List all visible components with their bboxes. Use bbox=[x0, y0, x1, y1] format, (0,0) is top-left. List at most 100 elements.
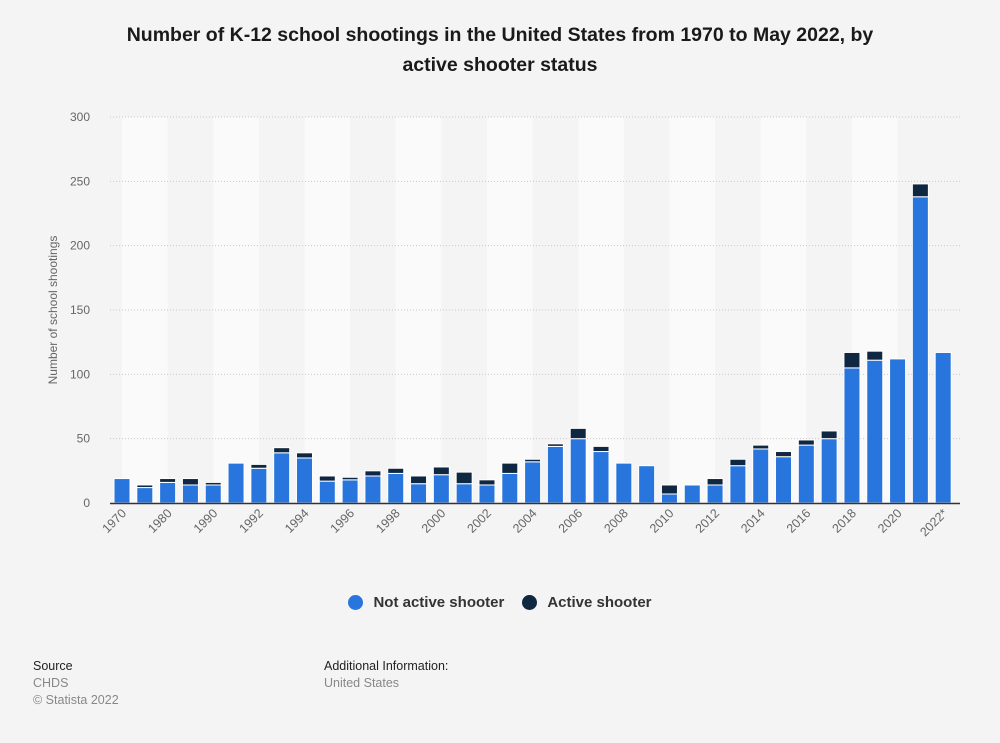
x-axis-ticks: 1970 1980 1990 1992 1994 1996 1998 2000 2002 2004… bbox=[100, 506, 951, 539]
bar-active-shooter bbox=[660, 484, 678, 495]
legend-item-not-active-shooter[interactable]: Not active shooter bbox=[348, 594, 504, 611]
bar-active-shooter bbox=[592, 445, 610, 453]
additional-info-value: United States bbox=[324, 676, 400, 690]
bar-not-active-shooter bbox=[615, 462, 633, 504]
legend-label: Active shooter bbox=[547, 594, 652, 611]
bar-active-shooter bbox=[911, 183, 929, 198]
bar-active-shooter bbox=[159, 478, 177, 483]
bar-active-shooter bbox=[478, 479, 496, 486]
bar-not-active-shooter bbox=[729, 465, 747, 504]
source-name: CHDS bbox=[33, 676, 69, 690]
x-tick-label: 1980 bbox=[145, 506, 175, 536]
legend-item-active-shooter[interactable]: Active shooter bbox=[522, 594, 652, 611]
y-axis-title: Number of school shootings bbox=[46, 236, 60, 385]
bars bbox=[113, 183, 952, 504]
x-tick-label: 2016 bbox=[784, 506, 814, 536]
x-tick-label: 2018 bbox=[830, 506, 860, 536]
bar-active-shooter bbox=[752, 444, 770, 450]
bar-active-shooter bbox=[341, 476, 359, 481]
bar-active-shooter bbox=[410, 475, 428, 485]
bar-not-active-shooter bbox=[706, 484, 724, 504]
source-heading: Source bbox=[33, 659, 73, 673]
x-tick-label: 2002 bbox=[465, 506, 495, 536]
bar-not-active-shooter bbox=[341, 479, 359, 504]
bar-not-active-shooter bbox=[113, 478, 131, 504]
plot-band bbox=[122, 117, 168, 503]
x-tick-label: 2006 bbox=[556, 506, 586, 536]
bar-not-active-shooter bbox=[273, 452, 291, 504]
bar-active-shooter bbox=[432, 466, 450, 476]
bar-not-active-shooter bbox=[820, 438, 838, 504]
bar-active-shooter bbox=[318, 475, 336, 482]
x-tick-label: 1970 bbox=[100, 506, 130, 536]
y-axis-ticks: 0 50 100 150 200 250 300 bbox=[70, 110, 90, 510]
bar-active-shooter bbox=[501, 462, 519, 474]
bar-not-active-shooter bbox=[455, 483, 473, 504]
y-tick-label: 150 bbox=[70, 303, 90, 317]
x-tick-label: 2020 bbox=[875, 506, 905, 536]
bar-not-active-shooter bbox=[364, 475, 382, 504]
legend-dot-not-active-shooter-icon bbox=[348, 595, 364, 610]
bar-not-active-shooter bbox=[843, 367, 861, 504]
x-tick-label: 2004 bbox=[510, 506, 540, 536]
x-tick-label: 1992 bbox=[236, 506, 266, 536]
bar-active-shooter bbox=[569, 427, 587, 440]
chart-title-line-2: active shooter status bbox=[402, 54, 598, 76]
bar-not-active-shooter bbox=[683, 484, 701, 504]
bar-not-active-shooter bbox=[204, 484, 222, 504]
bar-active-shooter bbox=[866, 350, 884, 361]
y-tick-label: 250 bbox=[70, 174, 90, 188]
y-tick-label: 200 bbox=[70, 239, 90, 253]
chart-title-line-1: Number of K-12 school shootings in the U… bbox=[126, 24, 874, 46]
y-tick-label: 50 bbox=[77, 432, 91, 446]
bar-active-shooter bbox=[295, 452, 313, 459]
plot-band bbox=[395, 117, 442, 503]
plot-band bbox=[304, 117, 351, 503]
bar-not-active-shooter bbox=[592, 451, 610, 504]
bar-active-shooter bbox=[273, 447, 291, 454]
x-tick-label: 2000 bbox=[419, 506, 449, 536]
bar-active-shooter bbox=[546, 443, 564, 447]
bar-active-shooter bbox=[524, 458, 542, 463]
y-tick-label: 300 bbox=[70, 110, 90, 124]
x-tick-label: 2010 bbox=[647, 506, 677, 536]
bar-active-shooter bbox=[364, 470, 382, 477]
bar-not-active-shooter bbox=[387, 472, 405, 504]
bar-not-active-shooter bbox=[569, 438, 587, 504]
bar-not-active-shooter bbox=[501, 472, 519, 504]
bar-active-shooter bbox=[729, 458, 747, 467]
bar-not-active-shooter bbox=[432, 474, 450, 504]
bar-active-shooter bbox=[204, 481, 222, 486]
bar-not-active-shooter bbox=[889, 358, 907, 504]
plot-band bbox=[760, 117, 807, 503]
x-tick-label: 2014 bbox=[738, 506, 768, 536]
additional-info-heading: Additional Information: bbox=[324, 659, 449, 673]
bar-not-active-shooter bbox=[752, 448, 770, 504]
bar-not-active-shooter bbox=[911, 196, 929, 504]
bar-active-shooter bbox=[706, 478, 724, 486]
bar-not-active-shooter bbox=[775, 456, 793, 504]
bar-active-shooter bbox=[797, 439, 815, 446]
chart-svg: 0 50 100 150 200 250 300 Number of school shoo… bbox=[46, 110, 960, 539]
x-tick-label: 2008 bbox=[601, 506, 631, 536]
bar-active-shooter bbox=[181, 478, 199, 486]
bar-not-active-shooter bbox=[318, 480, 336, 504]
bar-not-active-shooter bbox=[227, 462, 245, 504]
bar-not-active-shooter bbox=[181, 484, 199, 504]
bar-active-shooter bbox=[775, 451, 793, 458]
bar-not-active-shooter bbox=[797, 444, 815, 504]
x-tick-label: 2012 bbox=[693, 506, 723, 536]
x-tick-label: 1996 bbox=[328, 506, 358, 536]
bar-not-active-shooter bbox=[478, 484, 496, 504]
bar-not-active-shooter bbox=[159, 481, 177, 504]
bar-not-active-shooter bbox=[250, 467, 268, 504]
bar-active-shooter bbox=[455, 471, 473, 485]
gridlines bbox=[110, 116, 960, 440]
bar-active-shooter bbox=[136, 484, 154, 489]
copyright: © Statista 2022 bbox=[33, 693, 119, 707]
chart-title: Number of K-12 school shootings in the U… bbox=[60, 20, 940, 80]
bar-not-active-shooter bbox=[136, 487, 154, 504]
x-tick-label: 2022* bbox=[917, 506, 950, 539]
x-tick-label: 1998 bbox=[373, 506, 403, 536]
bar-active-shooter bbox=[820, 430, 838, 440]
